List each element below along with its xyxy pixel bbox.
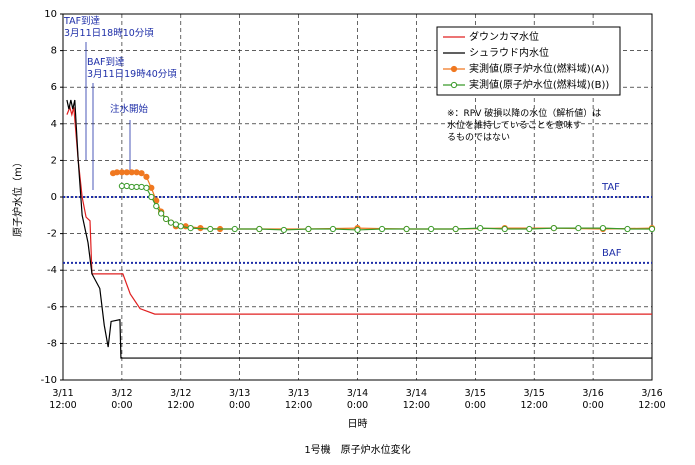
data-point	[403, 225, 410, 233]
x-tick-label: 3/15 0:00	[464, 388, 486, 411]
legend-label: ダウンカマ水位	[469, 30, 539, 43]
data-point	[138, 183, 145, 191]
legend-label: シュラウド内水位	[469, 46, 549, 59]
data-point	[143, 173, 150, 180]
y-tick-label: 6	[51, 82, 57, 93]
x-tick-label: 3/13 0:00	[229, 388, 251, 411]
data-point	[329, 225, 337, 233]
y-tick-label: -2	[47, 229, 57, 240]
data-point	[305, 225, 312, 233]
data-point	[550, 225, 557, 232]
annotation: ※：RPV 破損以降の水位（解析値）は 水位を維持していることを意味す るもので…	[447, 109, 602, 143]
x-tick-label: 3/11 12:00	[49, 388, 77, 411]
series-line	[66, 99, 652, 359]
data-point	[624, 225, 631, 233]
y-tick-label: 8	[51, 46, 57, 57]
legend-label: 実測値(原子炉水位(燃料域)(A))	[469, 62, 609, 75]
y-tick-label: -6	[47, 302, 57, 313]
y-tick-label: -8	[47, 338, 57, 349]
data-point	[133, 169, 140, 176]
data-point	[599, 225, 607, 232]
y-axis-label: 原子炉水位（m）	[11, 157, 24, 237]
data-point	[187, 225, 194, 232]
data-point	[575, 225, 582, 232]
data-point	[177, 223, 184, 230]
legend-marker	[450, 65, 458, 73]
x-tick-label: 3/16 12:00	[638, 388, 666, 411]
annotation: 注水開始	[110, 104, 149, 115]
data-point	[477, 225, 484, 232]
data-point	[256, 225, 263, 233]
series-line	[121, 185, 652, 231]
x-tick-label: 3/16 0:00	[582, 388, 604, 411]
annotation: TAF到達 3月11日18時10分頃	[64, 16, 154, 39]
data-point	[378, 225, 386, 233]
data-point	[501, 225, 508, 233]
data-point	[143, 184, 150, 191]
x-tick-label: 3/14 0:00	[346, 388, 369, 411]
x-tick-label: 3/12 12:00	[167, 388, 195, 411]
data-point	[231, 225, 238, 233]
data-point	[452, 225, 459, 233]
data-point	[280, 226, 287, 234]
x-tick-label: 3/15 12:00	[520, 388, 548, 411]
y-tick-label: -4	[47, 265, 57, 276]
y-tick-label: 0	[51, 192, 57, 203]
series-line	[112, 171, 653, 230]
x-tick-label: 3/14 12:00	[402, 388, 431, 411]
y-tick-label: -10	[41, 375, 57, 386]
data-point	[207, 225, 214, 233]
data-point	[153, 203, 160, 210]
y-tick-label: 2	[51, 155, 57, 166]
annotation: BAF到達 3月11日19時40分頃	[87, 57, 177, 80]
y-tick-label: 10	[44, 9, 57, 20]
x-tick-label: 3/12 0:00	[111, 388, 133, 411]
data-point	[138, 170, 145, 177]
data-point	[158, 210, 165, 217]
data-point	[162, 215, 170, 223]
x-axis-label: 日時	[348, 418, 368, 430]
chart-title: 1号機 原子炉水位変化	[304, 443, 410, 456]
reference-label: TAF	[601, 182, 620, 193]
y-tick-label: 4	[51, 119, 57, 130]
reference-label: BAF	[602, 248, 622, 259]
data-point	[354, 226, 361, 234]
data-point	[648, 225, 656, 233]
data-point	[123, 182, 130, 190]
legend-label: 実測値(原子炉水位(燃料域)(B))	[469, 78, 609, 91]
legend-marker	[450, 81, 458, 89]
x-tick-label: 3/13 12:00	[284, 388, 313, 411]
legend-box	[436, 26, 621, 96]
series-line	[66, 105, 652, 315]
data-point	[526, 225, 533, 233]
data-point	[428, 225, 435, 233]
data-point	[148, 193, 155, 201]
